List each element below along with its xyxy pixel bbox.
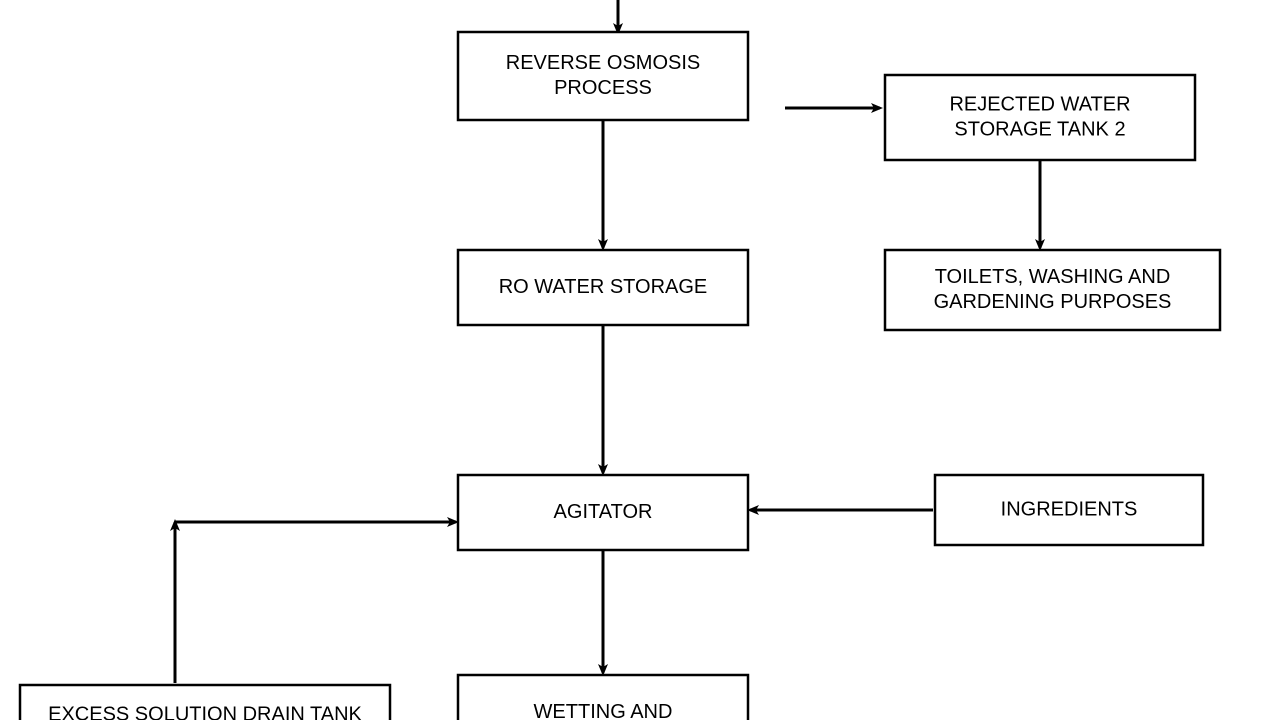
node-agitator: AGITATOR <box>458 475 748 550</box>
node-label-ingredients-line0: INGREDIENTS <box>1001 498 1138 520</box>
node-label-toilets-line0: TOILETS, WASHING AND <box>935 266 1171 288</box>
node-ro-storage: RO WATER STORAGE <box>458 250 748 325</box>
node-label-ro-process-line0: REVERSE OSMOSIS <box>506 52 701 74</box>
node-label-excess-drain-line0: EXCESS SOLUTION DRAIN TANK <box>48 703 362 720</box>
node-label-rej-tank-line1: STORAGE TANK 2 <box>954 118 1125 140</box>
node-label-rej-tank-line0: REJECTED WATER <box>949 93 1130 115</box>
nodes-layer: REVERSE OSMOSIS PROCESS REJECTED WATER STOR… <box>20 32 1220 720</box>
node-excess-drain: EXCESS SOLUTION DRAIN TANK <box>20 685 390 720</box>
node-ingredients: INGREDIENTS <box>935 475 1203 545</box>
node-label-wetting-line0: WETTING AND <box>534 701 673 720</box>
flowchart-canvas: REVERSE OSMOSIS PROCESS REJECTED WATER STOR… <box>0 0 1280 720</box>
node-label-toilets-line1: GARDENING PURPOSES <box>934 291 1172 313</box>
node-ro-process: REVERSE OSMOSIS PROCESS <box>458 32 748 120</box>
node-label-ro-process-line1: PROCESS <box>554 77 652 99</box>
node-toilets: TOILETS, WASHING AND GARDENING PURPOSES <box>885 250 1220 330</box>
node-rej-tank: REJECTED WATER STORAGE TANK 2 <box>885 75 1195 160</box>
node-wetting: WETTING AND <box>458 675 748 720</box>
node-label-ro-storage-line0: RO WATER STORAGE <box>499 276 708 298</box>
node-label-agitator-line0: AGITATOR <box>554 501 653 523</box>
